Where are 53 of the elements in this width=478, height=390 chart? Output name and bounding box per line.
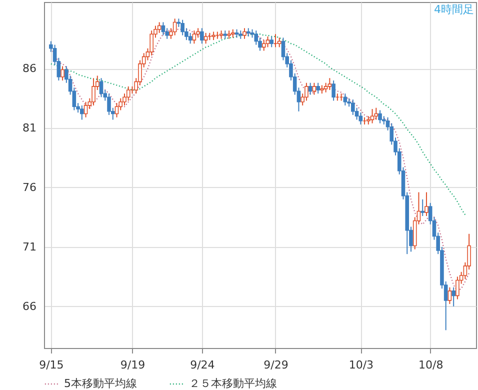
y-tick-label: 71 bbox=[22, 240, 36, 254]
candlestick bbox=[328, 78, 332, 90]
candlestick bbox=[452, 286, 456, 307]
candlestick bbox=[126, 86, 130, 102]
candlestick bbox=[242, 28, 246, 40]
candlestick bbox=[161, 22, 166, 36]
candlestick bbox=[92, 78, 96, 106]
x-tick-label: 9/19 bbox=[120, 358, 146, 372]
y-tick-label: 66 bbox=[22, 300, 36, 313]
legend-label: 5本移動平均線 bbox=[64, 377, 137, 390]
annotation: 4時間足 bbox=[434, 3, 474, 16]
candlestick bbox=[80, 104, 84, 120]
candlestick bbox=[304, 82, 308, 102]
y-tick-label: 86 bbox=[22, 62, 36, 76]
x-tick-label: 9/24 bbox=[190, 358, 215, 372]
candlestick bbox=[204, 32, 208, 44]
candlestick bbox=[99, 78, 104, 98]
x-tick-label: 10/8 bbox=[418, 358, 444, 372]
candlestick bbox=[324, 82, 328, 93]
candlestick bbox=[150, 30, 154, 56]
candlestick bbox=[180, 19, 184, 36]
candlestick bbox=[107, 93, 111, 116]
candlestick bbox=[332, 80, 336, 102]
candlestick bbox=[420, 198, 425, 217]
y-tick-label: 81 bbox=[22, 122, 36, 135]
candlestick bbox=[192, 30, 196, 44]
candlestick bbox=[188, 32, 192, 44]
candlestick bbox=[262, 40, 266, 52]
candlestick bbox=[316, 82, 320, 94]
candlestick bbox=[456, 276, 460, 300]
candlestick bbox=[200, 28, 204, 44]
candlestick bbox=[270, 36, 274, 48]
candlestick bbox=[312, 82, 316, 96]
candlestick bbox=[351, 99, 355, 116]
legend-label: ２５本移動平均線 bbox=[189, 377, 277, 390]
candlestick bbox=[308, 82, 312, 96]
candlestick bbox=[172, 18, 177, 36]
candlestick bbox=[84, 101, 88, 118]
candlestick bbox=[277, 37, 282, 48]
candlestick bbox=[378, 110, 382, 124]
candlestick bbox=[424, 192, 428, 217]
candlestick bbox=[266, 36, 270, 48]
candlestick bbox=[358, 112, 363, 125]
candlestick bbox=[374, 107, 378, 120]
x-tick-label: 9/29 bbox=[264, 358, 288, 372]
candlestick bbox=[114, 102, 119, 118]
candlestick bbox=[60, 66, 64, 81]
candlestick bbox=[448, 286, 452, 305]
candlestick bbox=[343, 93, 348, 106]
x-tick-label: 10/3 bbox=[348, 358, 374, 372]
y-tick-label: 76 bbox=[22, 180, 36, 194]
candlestick bbox=[370, 108, 374, 124]
x-tick-label: 9/15 bbox=[39, 358, 64, 372]
